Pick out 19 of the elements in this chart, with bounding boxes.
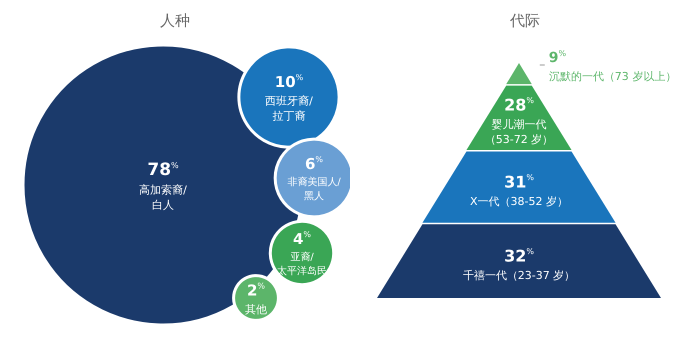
data-label: 4% <box>292 230 312 248</box>
data-label: 9% <box>548 49 567 66</box>
text: 代际 <box>509 12 540 30</box>
data-label: 31% <box>504 172 534 192</box>
data-label: 32% <box>504 246 534 266</box>
data-label: 10% <box>274 73 304 91</box>
text: 人种 <box>160 12 190 30</box>
category-label: 西班牙裔/拉丁裔 <box>265 94 314 122</box>
category-label: 沉默的一代（73 岁以上） <box>548 70 676 84</box>
data-label: 78% <box>147 160 180 180</box>
data-label: 2% <box>246 282 266 300</box>
category-label: 其他 <box>245 303 267 316</box>
category-label: 千禧一代（23-37 岁） <box>462 268 576 282</box>
category-label: 婴儿潮一代（53-72 岁） <box>484 118 554 146</box>
data-label: 28% <box>504 96 534 115</box>
data-label: 6% <box>304 154 324 173</box>
category-label: 非裔美国人/黑人 <box>287 176 342 202</box>
category-label: 高加索裔/白人 <box>139 184 188 212</box>
category-label: X一代（38-52 岁） <box>470 194 568 208</box>
